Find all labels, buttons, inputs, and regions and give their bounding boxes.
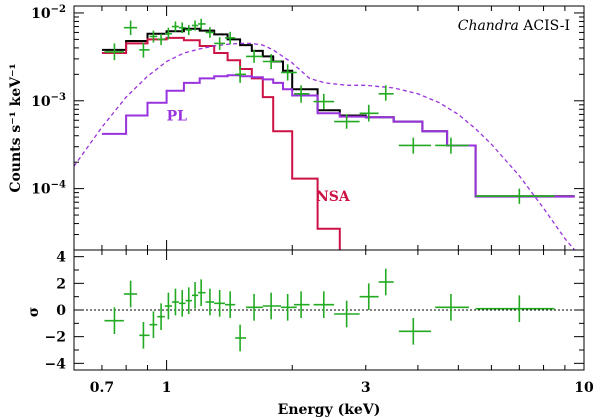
data-point (281, 64, 297, 81)
y-tick-label-exp: −4 (51, 180, 66, 191)
residual-point (139, 322, 150, 349)
y-tick-label-base: 10 (31, 6, 51, 22)
data-point (313, 93, 335, 110)
spectrum-y-tick-labels: 10−210−310−4 (31, 4, 66, 198)
residual-y-tick-label: 0 (56, 303, 66, 319)
residual-point (246, 294, 263, 321)
residual-point (123, 280, 138, 308)
x-tick-label: 1 (162, 380, 172, 396)
data-point (185, 24, 192, 36)
x-tick-label: 10 (574, 380, 594, 396)
residual-point (235, 324, 247, 352)
model-nsa-line (101, 36, 341, 250)
residual-point (378, 268, 394, 296)
data-point (224, 31, 236, 45)
residual-point (157, 303, 165, 330)
spectrum-y-axis-label: Counts s⁻¹ keV⁻¹ (8, 63, 24, 192)
data-point (178, 22, 186, 34)
series-label-pl: PL (167, 108, 188, 124)
y-tick-label-base: 10 (31, 182, 51, 198)
data-point (157, 33, 165, 46)
residual-y-tick-label: −2 (45, 330, 66, 346)
residual-point (313, 291, 335, 318)
residual-point (281, 294, 297, 321)
residual-point (475, 295, 555, 322)
residual-point (214, 290, 225, 317)
residual-point (104, 307, 124, 334)
data-point (398, 137, 432, 154)
data-point (262, 54, 282, 70)
data-point (435, 137, 469, 154)
residuals-panel: 4 2 0 −2 −4 0.7 1 3 10 σ Energy (keV) (26, 249, 594, 418)
residual-point (191, 282, 199, 309)
model-pl-line (101, 74, 575, 198)
data-point (334, 114, 360, 129)
data-point (164, 27, 172, 40)
series-label-nsa: NSA (316, 189, 351, 205)
data-point (123, 20, 138, 36)
data-point (294, 85, 310, 103)
residual-y-tick-label: −4 (45, 356, 67, 372)
data-point (171, 21, 179, 32)
x-tick-label: 3 (361, 380, 371, 396)
energy-x-tick-labels: 0.7 1 3 10 (90, 380, 594, 396)
residual-point (198, 279, 206, 306)
residual-point (359, 283, 379, 310)
residuals-y-axis-label: σ (26, 307, 42, 317)
residual-y-tick-label: 4 (56, 250, 66, 266)
spectrum-axis-ticks (73, 6, 585, 251)
residual-point (171, 288, 179, 316)
x-axis-label: Energy (keV) (278, 402, 381, 418)
spectrum-panel: 10−210−310−4 Counts s⁻¹ keV⁻¹ Chandra AC… (8, 4, 585, 251)
y-tick-label: 10−4 (31, 180, 66, 198)
y-tick-label-exp: −2 (51, 4, 66, 15)
residual-point (398, 318, 432, 345)
spectrum-plot-content (74, 18, 576, 250)
residuals-plot-content (74, 268, 584, 352)
y-tick-label: 10−3 (31, 92, 66, 110)
x-tick-label: 0.7 (90, 380, 114, 396)
residual-point (334, 300, 360, 328)
y-tick-label-base: 10 (31, 94, 51, 110)
residual-point (178, 290, 186, 317)
data-point (475, 188, 555, 204)
residual-point (435, 294, 469, 321)
residual-y-tick-label: 2 (56, 276, 66, 292)
data-point (104, 43, 124, 61)
data-point (205, 27, 215, 38)
data-point (378, 85, 394, 101)
residual-point (205, 288, 215, 316)
data-point (246, 49, 263, 63)
data-point (214, 37, 225, 50)
y-tick-label: 10−2 (31, 4, 66, 22)
spectrum-frame (73, 5, 585, 251)
data-point (359, 104, 379, 122)
residual-point (164, 292, 172, 320)
residual-point (185, 287, 192, 314)
residuals-y-tick-labels: 4 2 0 −2 −4 (45, 250, 67, 373)
residual-point (149, 311, 158, 338)
data-point (139, 42, 150, 58)
model-unabsorbed-pl-line (74, 42, 576, 250)
residual-point (262, 292, 282, 320)
data-point (191, 20, 199, 31)
residual-point (224, 291, 236, 318)
residuals-axis-ticks (73, 250, 585, 370)
data-point (198, 18, 206, 30)
residual-point (294, 291, 310, 318)
data-point (149, 30, 158, 43)
y-tick-label-exp: −3 (51, 92, 66, 103)
instrument-label: Chandra ACIS-I (458, 18, 570, 34)
data-point (235, 65, 247, 83)
